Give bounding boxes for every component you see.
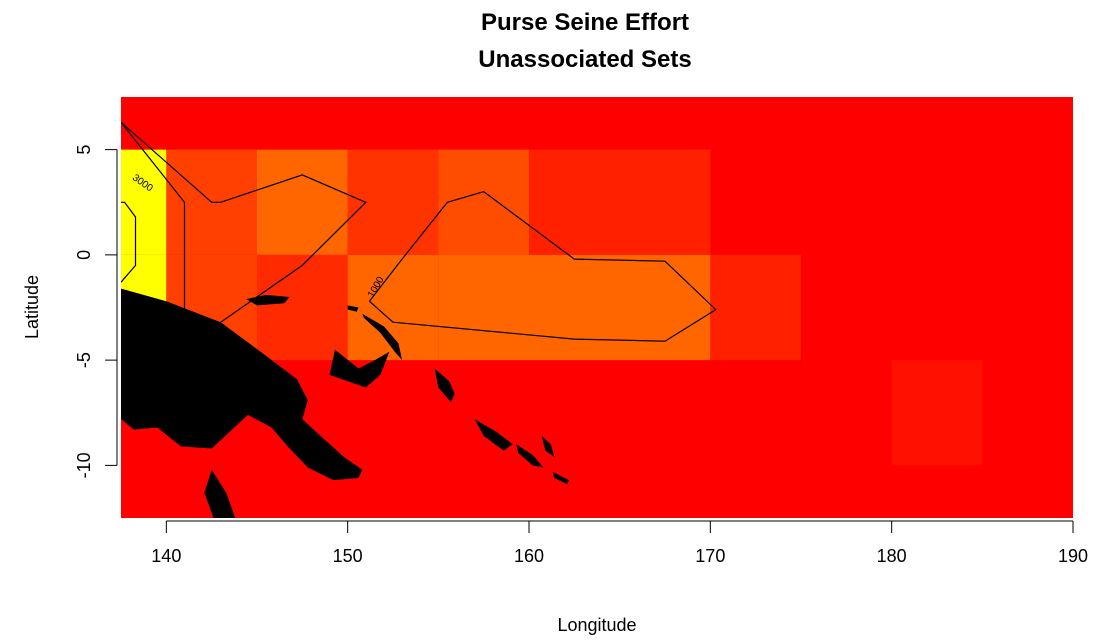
land-9 bbox=[347, 305, 359, 312]
heatmap-cell-10 bbox=[529, 149, 711, 255]
heatmap-cell-0 bbox=[121, 149, 167, 255]
chart-subtitle: Unassociated Sets bbox=[478, 46, 691, 73]
contour-line-1 bbox=[368, 191, 717, 342]
x-tick-label-3: 170 bbox=[695, 546, 725, 566]
x-axis-label: Longitude bbox=[557, 615, 636, 635]
x-tick-label-0: 140 bbox=[151, 546, 181, 566]
heatmap-cell-11 bbox=[529, 254, 711, 361]
x-axis: 140 150 160 170 180 190 bbox=[151, 520, 1088, 566]
contour-line-0 bbox=[121, 121, 367, 345]
land-7 bbox=[552, 471, 569, 485]
land-1 bbox=[329, 349, 390, 388]
y-tick-label-3: -10 bbox=[74, 452, 94, 478]
land-4 bbox=[474, 419, 513, 451]
land-0 bbox=[121, 288, 363, 481]
y-axis: 5 0 -5 -10 bbox=[74, 145, 118, 478]
y-tick-label-0: 5 bbox=[74, 145, 94, 155]
x-tick-label-4: 180 bbox=[877, 546, 907, 566]
land-6 bbox=[541, 435, 555, 457]
land-10 bbox=[204, 469, 236, 518]
chart-title: Purse Seine Effort bbox=[481, 9, 689, 36]
heatmap-cell-4 bbox=[257, 149, 348, 255]
land-2 bbox=[362, 313, 403, 361]
contour-line-2 bbox=[121, 201, 137, 283]
x-tick-label-5: 190 bbox=[1058, 546, 1088, 566]
y-tick-label-2: -5 bbox=[74, 352, 94, 368]
land-3 bbox=[434, 368, 455, 403]
x-tick-label-2: 160 bbox=[514, 546, 544, 566]
heatmap-cell-5 bbox=[257, 254, 348, 361]
y-tick-label-1: 0 bbox=[74, 250, 94, 260]
heatmap-cell-9 bbox=[438, 254, 529, 361]
heatmap-cell-6 bbox=[347, 149, 439, 255]
heatmap-cell-12 bbox=[710, 254, 801, 361]
heatmap-cell-13 bbox=[891, 360, 983, 466]
x-tick-label-1: 150 bbox=[333, 546, 363, 566]
land-5 bbox=[516, 444, 544, 468]
heatmap-cell-8 bbox=[438, 149, 529, 255]
y-axis-label: Latitude bbox=[22, 275, 42, 339]
